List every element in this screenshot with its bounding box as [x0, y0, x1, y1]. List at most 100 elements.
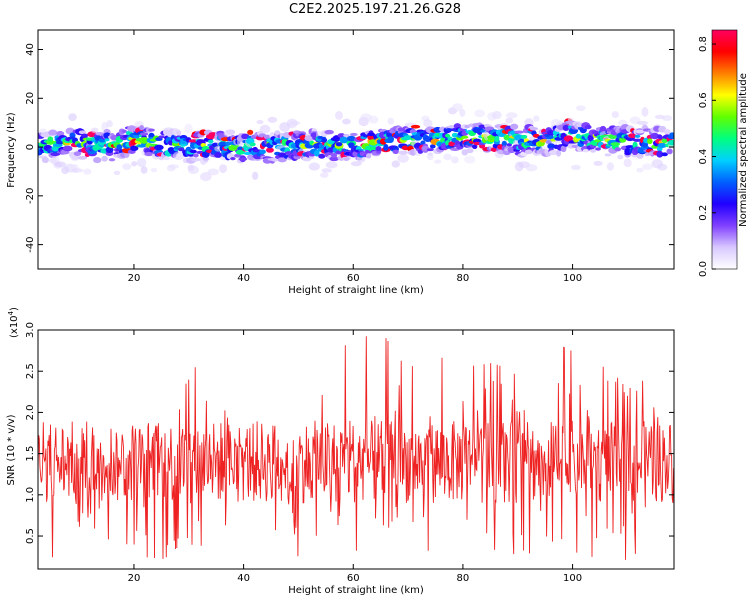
- spectrogram-halo: [91, 127, 99, 134]
- snr-x-tick-label: 60: [347, 573, 360, 584]
- spectrogram-cell: [225, 129, 236, 135]
- spectrogram-y-label: Frequency (Hz): [6, 112, 17, 188]
- chart-title: C2E2.2025.197.21.26.G28: [288, 2, 462, 17]
- spectrogram-halo: [492, 111, 502, 120]
- spectrogram-cell: [329, 156, 339, 162]
- spectrogram-frame: [37, 29, 675, 270]
- spectrogram-cell: [590, 149, 596, 153]
- spectrogram-cell: [667, 140, 674, 146]
- spectrogram-halo: [113, 170, 121, 176]
- spectrogram-cell: [520, 134, 528, 139]
- spectrogram-halo: [168, 164, 180, 169]
- spectrogram-cell: [365, 153, 372, 159]
- spectrogram-cell: [234, 153, 242, 158]
- spectrogram-halo: [131, 161, 138, 167]
- spectrogram-cell: [636, 153, 644, 159]
- spectrogram-cell: [465, 148, 474, 154]
- spectrogram-halo: [606, 162, 614, 171]
- spectrogram-halo: [443, 153, 452, 161]
- spectrogram-cell: [563, 135, 574, 142]
- spectrogram-cell: [614, 147, 621, 152]
- spectrogram-cell: [191, 158, 201, 162]
- spectrogram-cell: [237, 146, 244, 151]
- snr-multiplier-exp: 4: [7, 310, 15, 315]
- spectrogram-halo: [474, 109, 485, 118]
- snr-y-tick-label: 2.5: [25, 363, 36, 379]
- spectrogram-cell: [591, 130, 600, 135]
- snr-panel: 20 40 60 80 100 0.5 1.0 1.5 2.0 2.5 3.0 Height of…: [6, 307, 675, 596]
- spectrogram-halo: [451, 156, 459, 164]
- spectrogram-halo: [505, 112, 518, 119]
- spectrogram-cell: [503, 134, 510, 141]
- spectrogram-cell: [321, 137, 328, 143]
- spectrogram-cell: [73, 151, 82, 157]
- spectrogram-cell: [41, 156, 49, 164]
- spectrogram-halo: [368, 115, 379, 124]
- colorbar-ticks: 0.0 0.2 0.4 0.6 0.8: [698, 36, 716, 277]
- spectrogram-cell: [162, 156, 170, 161]
- spectrogram-x-ticks: 20 40 60 80 100: [128, 30, 582, 284]
- spectrogram-cell: [154, 144, 164, 151]
- spectrogram-halo: [397, 154, 409, 163]
- spectrogram-cell: [575, 133, 581, 139]
- spectrogram-cell: [214, 152, 223, 158]
- colorbar-tick-label: 0.6: [698, 92, 709, 108]
- spectrogram-x-tick-label: 100: [563, 273, 582, 284]
- spectrogram-cell: [383, 143, 389, 151]
- spectrogram-cell: [661, 137, 668, 144]
- spectrogram-cell: [121, 129, 127, 134]
- spectrogram-halo: [184, 123, 193, 134]
- spectrogram-cell: [346, 135, 356, 142]
- snr-y-tick-label: 2.0: [25, 404, 36, 420]
- spectrogram-cell: [657, 142, 667, 149]
- spectrogram-halo: [288, 120, 301, 126]
- spectrogram-cell: [230, 156, 236, 161]
- spectrogram-cell: [429, 144, 436, 149]
- spectrogram-cell: [71, 155, 79, 160]
- colorbar-frame: [711, 29, 738, 270]
- spectrogram-y-tick-label: -20: [25, 188, 36, 204]
- spectrogram-halo: [611, 111, 619, 118]
- snr-x-ticks: 20 40 60 80 100: [128, 330, 582, 584]
- spectrogram-cell: [562, 124, 570, 131]
- spectrogram-cell: [238, 157, 248, 161]
- spectrogram-cell: [510, 123, 519, 130]
- spectrogram-cell: [343, 157, 350, 162]
- spectrogram-cell: [514, 130, 525, 134]
- spectrogram-halo: [350, 161, 362, 167]
- spectrogram-cell: [451, 132, 459, 138]
- spectrogram-cell: [656, 150, 664, 158]
- spectrogram-y-tick-label: 0: [25, 144, 36, 150]
- spectrogram-halo: [657, 163, 668, 171]
- snr-series-line: [38, 336, 674, 560]
- spectrogram-halo: [641, 106, 649, 117]
- spectrogram-cell: [658, 125, 667, 133]
- spectrogram-x-label: Height of straight line (km): [288, 285, 424, 296]
- spectrogram-cell: [445, 133, 451, 138]
- spectrogram-cell: [529, 127, 539, 131]
- spectrogram-halo: [256, 119, 264, 125]
- spectrogram-cell: [235, 149, 245, 155]
- spectrogram-cell: [666, 148, 673, 155]
- spectrogram-halo: [387, 117, 395, 125]
- spectrogram-halo: [593, 160, 603, 166]
- spectrogram-halo: [200, 172, 212, 182]
- spectrogram-cell: [556, 149, 562, 157]
- colorbar-gradient: [712, 30, 737, 269]
- spectrogram-y-ticks: 40 20 0 -20 -40: [25, 43, 674, 253]
- spectrogram-x-tick-label: 40: [237, 273, 250, 284]
- spectrogram-cell: [632, 138, 643, 142]
- spectrogram-halo: [662, 115, 673, 121]
- spectrogram-halo: [391, 160, 400, 168]
- spectrogram-halo: [187, 165, 199, 175]
- snr-y-tick-label: 3.0: [25, 322, 36, 338]
- spectrogram-cell: [604, 153, 612, 157]
- snr-x-tick-label: 20: [128, 573, 141, 584]
- spectrogram-halo: [451, 103, 463, 112]
- spectrogram-cell: [265, 147, 274, 153]
- spectrogram-x-tick-label: 20: [128, 273, 141, 284]
- spectrogram-x-tick-label: 60: [347, 273, 360, 284]
- spectrogram-cell: [472, 144, 478, 150]
- spectrogram-halo: [576, 105, 586, 112]
